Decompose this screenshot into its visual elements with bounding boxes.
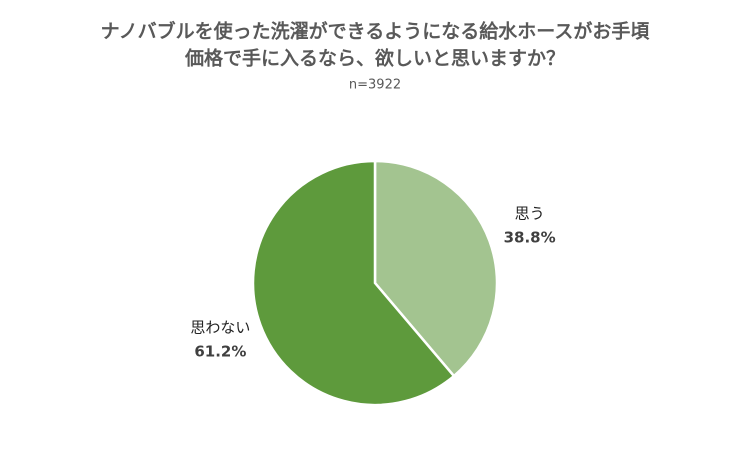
- pie-slice: [373, 159, 499, 378]
- chart-title: ナノバブルを使った洗濯ができるようになる給水ホースがお手頃: [101, 20, 651, 43]
- slice-label: 思う: [515, 205, 545, 223]
- chart-subtitle: n=3922: [349, 78, 401, 93]
- slice-label: 思わない: [190, 318, 250, 336]
- slice-value: 61.2%: [194, 342, 246, 360]
- pie-slice: [251, 159, 456, 407]
- slice-value: 38.8%: [504, 229, 556, 247]
- chart-title: 価格で手に入るなら、欲しいと思いますか？: [184, 47, 565, 70]
